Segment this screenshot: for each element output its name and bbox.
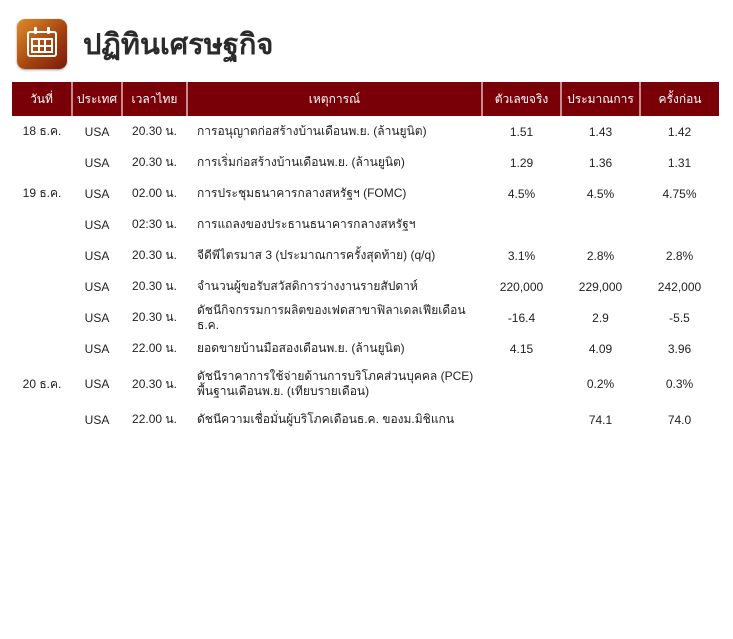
cell-previous: 1.42 xyxy=(667,124,692,139)
cell-time: 20.30 น. xyxy=(132,155,177,169)
column-header-actual: ตัวเลขจริง xyxy=(481,82,561,116)
cell-event: การเริ่มก่อสร้างบ้านเดือนพ.ย. (ล้านยูนิต… xyxy=(197,155,405,169)
cell-country: USA xyxy=(84,310,110,325)
economic-calendar-table: วันที่ ประเทศ เวลาไทย เหตุการณ์ ตัวเลขจริง ปร… xyxy=(12,82,719,435)
cell-actual: 1.51 xyxy=(509,124,534,139)
cell-date: 18 ธ.ค. xyxy=(22,124,62,138)
cell-date xyxy=(12,302,72,333)
page-title: ปฏิทินเศรษฐกิจ xyxy=(83,27,274,61)
column-header-time: เวลาไทย xyxy=(121,82,187,116)
cell-event: จำนวนผู้ขอรับสวัสดิการว่างงานรายสัปดาห์ xyxy=(197,279,418,293)
cell-country: USA xyxy=(84,377,110,391)
cell-forecast: 1.36 xyxy=(588,155,613,170)
cell-country: USA xyxy=(84,341,110,356)
table-row: USA 22.00 น. ยอดขายบ้านมือสองเดือนพ.ย. (ล้… xyxy=(12,333,719,364)
cell-event: ยอดขายบ้านมือสองเดือนพ.ย. (ล้านยูนิต) xyxy=(197,341,405,355)
cell-country: USA xyxy=(84,217,110,232)
cell-time: 20.30 น. xyxy=(132,376,177,391)
cell-forecast xyxy=(561,209,640,240)
cell-country: USA xyxy=(84,155,110,170)
cell-previous: 242,000 xyxy=(657,279,702,294)
table-row: USA 20.30 น. จำนวนผู้ขอรับสวัสดิการว่างงาน… xyxy=(12,271,719,302)
cell-time: 20.30 น. xyxy=(132,248,177,262)
cell-date xyxy=(12,209,72,240)
cell-time: 20.30 น. xyxy=(132,310,177,324)
table-row: USA 02:30 น. การแถลงของประธานธนาคารกลางสหร… xyxy=(12,209,719,240)
cell-actual xyxy=(482,209,561,240)
table-row: USA 20.30 น. การเริ่มก่อสร้างบ้านเดือนพ.ย.… xyxy=(12,147,719,178)
cell-event: ดัชนีกิจกรรมการผลิตของเฟดสาขาฟิลาเดลเฟีย… xyxy=(197,302,466,332)
cell-previous: -5.5 xyxy=(669,310,690,325)
cell-date xyxy=(12,404,72,435)
cell-previous: 3.96 xyxy=(667,341,692,356)
cell-actual xyxy=(482,364,561,404)
cell-date xyxy=(12,240,72,271)
table-row: 20 ธ.ค. USA 20.30 น. ดัชนีราคาการใช้จ่ายด้า… xyxy=(12,364,719,404)
table-row: USA 20.30 น. จีดีพีไตรมาส 3 (ประมาณการครั้… xyxy=(12,240,719,271)
cell-actual: 3.1% xyxy=(507,248,536,263)
cell-previous xyxy=(640,209,719,240)
cell-actual: -16.4 xyxy=(507,310,536,325)
cell-forecast: 0.2% xyxy=(586,377,615,391)
column-header-event: เหตุการณ์ xyxy=(186,82,482,116)
cell-forecast: 4.5% xyxy=(586,186,615,201)
cell-event: จีดีพีไตรมาส 3 (ประมาณการครั้งสุดท้าย) (… xyxy=(197,248,436,262)
cell-forecast: 74.1 xyxy=(588,412,613,427)
cell-event: การแถลงของประธานธนาคารกลางสหรัฐฯ xyxy=(197,217,416,231)
cell-previous: 2.8% xyxy=(665,248,694,263)
cell-event: ดัชนีความเชื่อมั่นผู้บริโภคเดือนธ.ค. ของ… xyxy=(197,412,455,426)
cell-forecast: 2.8% xyxy=(586,248,615,263)
cell-time: 20.30 น. xyxy=(132,124,177,138)
cell-event: การอนุญาตก่อสร้างบ้านเดือนพ.ย. (ล้านยูนิ… xyxy=(197,124,427,138)
table-row: USA 20.30 น. ดัชนีกิจกรรมการผลิตของเฟดสาขา… xyxy=(12,302,719,333)
calendar-icon xyxy=(17,19,67,69)
cell-country: USA xyxy=(84,412,110,427)
cell-forecast: 1.43 xyxy=(588,124,613,139)
cell-date: 20 ธ.ค. xyxy=(22,376,62,391)
cell-previous: 1.31 xyxy=(667,155,692,170)
cell-previous: 0.3% xyxy=(665,377,694,391)
column-header-date: วันที่ xyxy=(12,82,72,116)
cell-event: การประชุมธนาคารกลางสหรัฐฯ (FOMC) xyxy=(197,186,407,200)
cell-time: 02:30 น. xyxy=(132,217,177,231)
cell-country: USA xyxy=(84,248,110,263)
page-header: ปฏิทินเศรษฐกิจ xyxy=(17,19,273,69)
table-row: 18 ธ.ค. USA 20.30 น. การอนุญาตก่อสร้างบ้านเ… xyxy=(12,116,719,147)
cell-actual: 220,000 xyxy=(499,279,544,294)
cell-time: 22.00 น. xyxy=(132,341,177,355)
cell-date xyxy=(12,271,72,302)
cell-forecast: 229,000 xyxy=(578,279,623,294)
cell-date: 19 ธ.ค. xyxy=(22,186,62,200)
cell-actual: 1.29 xyxy=(509,155,534,170)
table-row: 19 ธ.ค. USA 02.00 น. การประชุมธนาคารกลางสหร… xyxy=(12,178,719,209)
column-header-country: ประเทศ xyxy=(71,82,122,116)
cell-time: 22.00 น. xyxy=(132,412,177,426)
cell-actual: 4.15 xyxy=(509,341,534,356)
cell-actual: 4.5% xyxy=(507,186,536,201)
cell-previous: 4.75% xyxy=(662,186,697,201)
column-header-forecast: ประมาณการ xyxy=(560,82,640,116)
cell-forecast: 2.9 xyxy=(592,310,609,325)
cell-country: USA xyxy=(84,279,110,294)
cell-event: ดัชนีราคาการใช้จ่ายด้านการบริโภคส่วนบุคค… xyxy=(197,369,474,398)
cell-country: USA xyxy=(84,186,110,201)
cell-country: USA xyxy=(84,124,110,139)
cell-date xyxy=(12,333,72,364)
cell-time: 20.30 น. xyxy=(132,279,177,293)
cell-date xyxy=(12,147,72,178)
cell-time: 02.00 น. xyxy=(132,186,177,200)
column-header-previous: ครั้งก่อน xyxy=(639,82,719,116)
cell-forecast: 4.09 xyxy=(588,341,613,356)
cell-actual xyxy=(482,404,561,435)
cell-previous: 74.0 xyxy=(667,412,692,427)
table-row: USA 22.00 น. ดัชนีความเชื่อมั่นผู้บริโภคเด… xyxy=(12,404,719,435)
